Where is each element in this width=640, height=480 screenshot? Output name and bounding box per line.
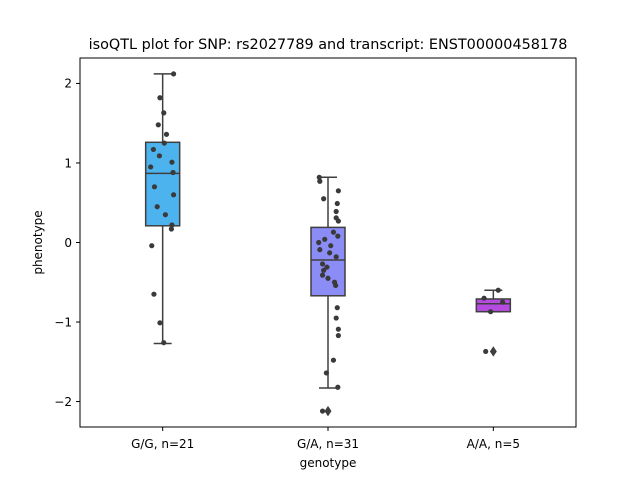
box — [144, 141, 181, 227]
data-point — [169, 159, 175, 165]
x-axis-label: genotype — [300, 456, 357, 470]
data-point — [330, 357, 337, 363]
plot-body — [144, 71, 512, 417]
chart-title: isoQTL plot for SNP: rs2027789 and trans… — [89, 37, 568, 53]
data-point — [161, 340, 167, 346]
box-group — [144, 71, 181, 346]
box-group — [310, 174, 346, 417]
data-point — [168, 226, 174, 232]
data-point — [319, 272, 326, 278]
data-point — [333, 282, 339, 289]
data-point — [169, 222, 175, 228]
data-point — [330, 229, 337, 235]
data-point — [328, 243, 334, 249]
data-point — [321, 196, 327, 202]
data-point — [170, 169, 176, 176]
outlier-marker — [489, 346, 497, 357]
data-point — [161, 140, 167, 146]
data-point — [148, 164, 154, 170]
y-tick-label: −1 — [54, 315, 72, 329]
data-point — [324, 264, 330, 270]
data-point — [500, 299, 506, 305]
y-tick-label: −2 — [54, 395, 72, 409]
data-point — [325, 275, 331, 281]
y-tick-label: 1 — [64, 156, 72, 170]
data-point — [483, 348, 489, 355]
data-point — [335, 326, 341, 332]
outlier-marker — [324, 405, 332, 417]
data-point — [151, 184, 158, 190]
box — [475, 298, 512, 313]
data-point — [154, 204, 160, 210]
data-point — [157, 320, 163, 326]
data-point — [170, 71, 177, 77]
data-point — [150, 146, 156, 153]
y-axis: 2 1 0 −1 −2 — [54, 77, 80, 409]
y-axis-label: phenotype — [31, 210, 45, 274]
data-point — [495, 287, 501, 293]
data-point — [333, 208, 339, 215]
data-point — [335, 233, 341, 239]
data-point — [322, 236, 328, 242]
data-point — [161, 110, 167, 116]
data-point — [317, 247, 323, 253]
data-point — [335, 332, 341, 339]
box-group — [475, 287, 512, 357]
x-tick-label: G/G, n=21 — [131, 437, 194, 451]
data-point — [333, 254, 339, 260]
data-point — [335, 188, 341, 194]
data-point — [163, 131, 170, 137]
data-point — [488, 309, 494, 315]
data-point — [156, 153, 162, 159]
data-point — [155, 122, 161, 128]
data-point — [170, 192, 177, 198]
plot-frame — [79, 57, 577, 428]
data-point — [321, 267, 327, 273]
box — [310, 226, 346, 297]
data-point — [149, 243, 155, 249]
data-point — [151, 291, 157, 297]
x-tick-label: A/A, n=5 — [467, 437, 520, 451]
data-point — [157, 95, 163, 101]
data-point — [481, 295, 487, 301]
x-tick-label: G/A, n=31 — [297, 437, 359, 451]
data-point — [327, 250, 333, 256]
data-point — [334, 305, 340, 311]
data-point — [335, 218, 341, 224]
y-tick-label: 0 — [64, 236, 72, 250]
data-point — [316, 239, 322, 246]
x-axis: G/G, n=21 G/A, n=31 A/A, n=5 — [131, 427, 520, 451]
data-point — [319, 408, 326, 414]
data-point — [162, 212, 168, 218]
data-point — [335, 384, 341, 390]
data-point — [334, 200, 340, 207]
y-tick-label: 2 — [64, 77, 72, 91]
data-point — [316, 174, 322, 180]
data-point — [317, 178, 323, 184]
data-point — [319, 261, 326, 267]
data-point — [323, 370, 329, 376]
data-point — [333, 315, 339, 321]
